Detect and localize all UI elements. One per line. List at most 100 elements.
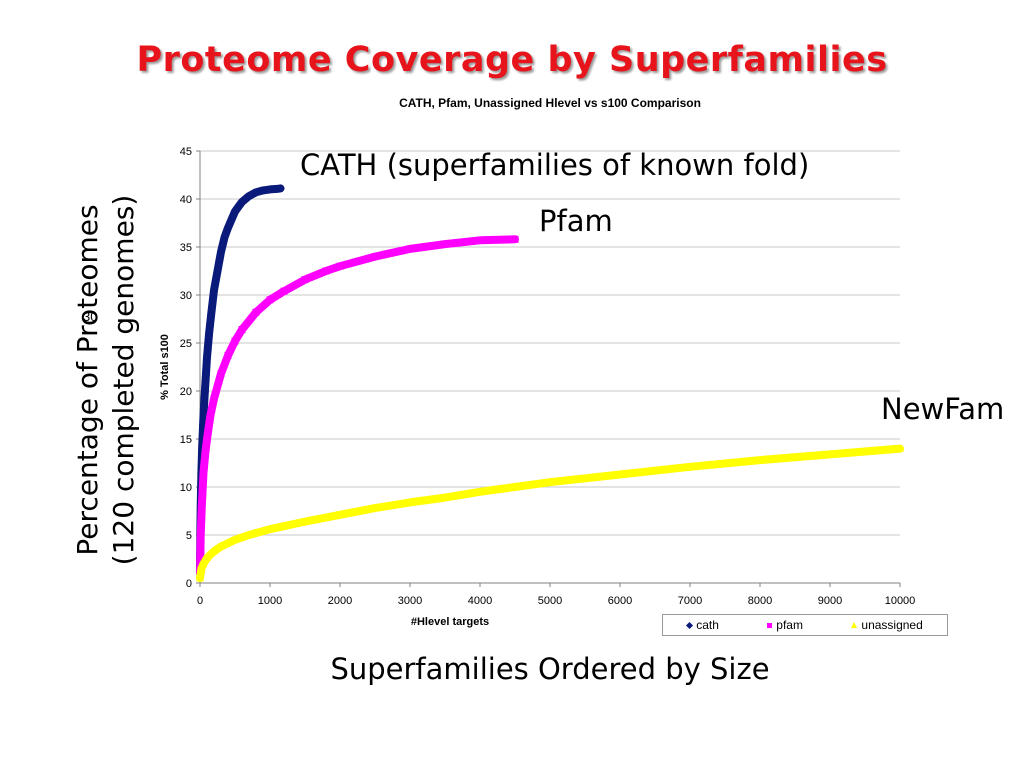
data-point-pfam <box>336 262 344 270</box>
data-point-pfam <box>207 411 214 419</box>
data-point-unassigned <box>197 564 206 572</box>
data-point-pfam <box>231 337 239 345</box>
legend-label-pfam: pfam <box>776 618 803 632</box>
data-point-unassigned <box>210 547 218 555</box>
bottom-axis-label: Superfamilies Ordered by Size <box>330 652 770 686</box>
y-tick-label: 40 <box>180 194 192 206</box>
series-line-unassigned <box>196 444 904 583</box>
y-tick-label: 0 <box>186 578 192 590</box>
data-point-unassigned <box>546 478 554 486</box>
x-tick-label: 10000 <box>885 595 916 607</box>
data-point-pfam <box>511 235 519 243</box>
data-point-cath <box>259 186 267 195</box>
x-tick-label: 3000 <box>398 595 422 607</box>
data-point-unassigned <box>756 456 764 464</box>
data-point-pfam <box>301 276 309 284</box>
x-tick-label: 7000 <box>678 595 702 607</box>
annotation-pfam: Pfam <box>539 204 613 238</box>
legend-marker-unassigned <box>851 622 858 628</box>
data-point-pfam <box>322 267 330 275</box>
data-point-unassigned <box>266 525 274 533</box>
data-point-unassigned <box>217 542 225 550</box>
data-point-cath <box>266 185 274 194</box>
data-point-cath <box>276 184 285 193</box>
data-point-unassigned <box>203 554 211 562</box>
data-point-cath <box>252 188 260 197</box>
data-point-pfam <box>217 370 225 378</box>
data-point-pfam <box>406 245 414 253</box>
legend-marker-pfam <box>767 622 773 628</box>
data-point-pfam <box>203 435 211 443</box>
data-point-unassigned <box>406 498 414 506</box>
x-tick-label: 1000 <box>258 595 282 607</box>
y-tick-label: 45 <box>180 146 192 158</box>
y-tick-label: 10 <box>180 482 192 494</box>
y-tick-label: 20 <box>180 386 192 398</box>
data-point-unassigned <box>199 559 208 567</box>
annotation-newfam: NewFam <box>881 392 1005 426</box>
data-point-unassigned <box>336 510 344 518</box>
data-point-cath <box>231 207 239 216</box>
data-point-cath <box>203 353 211 362</box>
legend-item-pfam: pfam <box>767 618 803 632</box>
data-point-unassigned <box>476 487 484 495</box>
legend-item-unassigned: unassigned <box>851 618 923 632</box>
data-point-pfam <box>198 502 206 510</box>
y-axis-label: % Total s100 <box>159 334 171 400</box>
slide-title: Proteome Coverage by Superfamilies <box>136 40 888 80</box>
y-tick-label: 5 <box>186 530 192 542</box>
legend-label-unassigned: unassigned <box>861 618 923 632</box>
x-tick-label: 5000 <box>538 595 562 607</box>
x-axis-label: #Hlevel targets <box>411 616 489 628</box>
y-tick-label: 35 <box>180 242 192 254</box>
series-line-pfam <box>196 235 519 578</box>
chart-legend: cath pfam unassigned <box>662 614 948 636</box>
data-point-pfam <box>238 326 246 334</box>
data-point-unassigned <box>441 493 449 501</box>
y-tick-label: 15 <box>180 434 192 446</box>
data-point-cath <box>200 387 209 395</box>
data-point-cath <box>210 286 218 295</box>
y-tick-label: 30 <box>180 290 192 302</box>
data-point-cath <box>207 310 216 319</box>
data-point-unassigned <box>616 470 624 478</box>
data-point-pfam <box>252 308 260 316</box>
data-point-cath <box>205 329 214 338</box>
data-point-unassigned <box>686 462 694 470</box>
data-point-pfam <box>441 240 449 248</box>
data-point-pfam <box>210 395 218 403</box>
data-point-unassigned <box>245 531 253 538</box>
y-tick-label: 25 <box>180 338 192 350</box>
legend-label-cath: cath <box>696 618 719 632</box>
annotation-overlap-number: 30 <box>83 309 98 324</box>
data-point-pfam <box>280 287 288 295</box>
data-point-pfam <box>371 253 379 261</box>
data-point-unassigned <box>371 504 379 512</box>
data-point-cath <box>224 223 232 232</box>
data-point-cath <box>220 233 229 242</box>
data-point-cath <box>238 197 246 206</box>
data-point-unassigned <box>826 450 834 458</box>
data-point-pfam <box>476 236 484 244</box>
annotation-cath: CATH (superfamilies of known fold) <box>300 148 810 182</box>
legend-item-cath: cath <box>686 618 719 632</box>
x-tick-label: 8000 <box>748 595 772 607</box>
x-tick-label: 6000 <box>608 595 632 607</box>
data-point-cath <box>245 192 253 201</box>
legend-marker-cath <box>686 621 694 629</box>
series-line-cath <box>196 184 285 578</box>
data-point-pfam <box>224 351 232 359</box>
data-point-unassigned <box>301 517 309 525</box>
x-tick-label: 2000 <box>328 595 352 607</box>
x-tick-label: 9000 <box>818 595 842 607</box>
data-point-pfam <box>197 531 205 539</box>
data-point-cath <box>213 267 222 275</box>
data-point-cath <box>199 411 208 419</box>
chart-title: CATH, Pfam, Unassigned Hlevel vs s100 Co… <box>399 96 701 110</box>
data-point-pfam <box>200 469 207 477</box>
data-point-pfam <box>201 449 209 457</box>
data-point-cath <box>217 247 225 256</box>
data-point-unassigned <box>896 444 904 452</box>
data-point-unassigned <box>231 535 239 543</box>
